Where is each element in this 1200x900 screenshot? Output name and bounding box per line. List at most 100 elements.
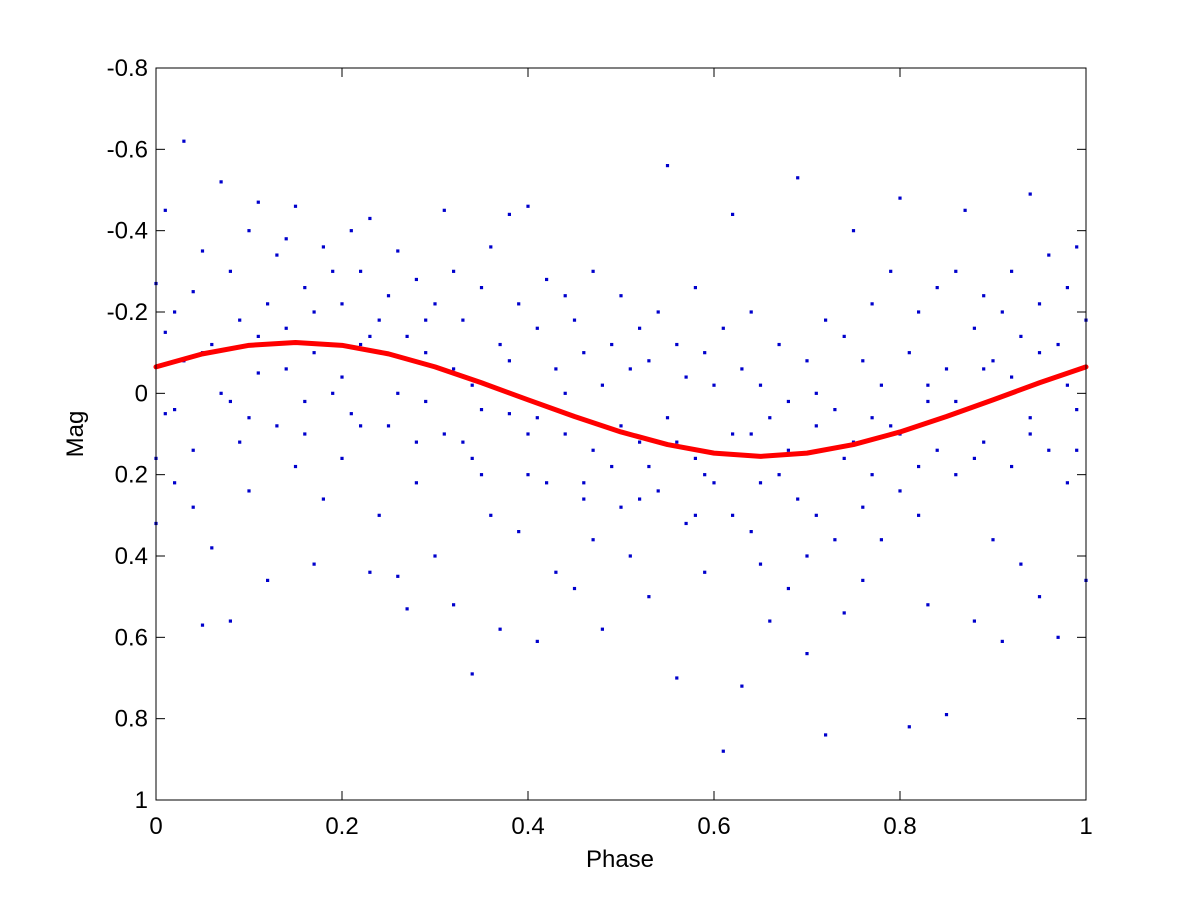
data-point	[842, 611, 846, 615]
data-point	[1019, 562, 1023, 566]
data-point	[200, 249, 205, 253]
data-point	[1037, 302, 1042, 306]
data-point	[1047, 253, 1051, 257]
data-point	[954, 473, 958, 477]
data-point	[954, 399, 958, 404]
data-point	[824, 733, 828, 737]
data-point	[954, 269, 958, 273]
data-point	[1028, 416, 1032, 420]
data-point	[1028, 432, 1032, 436]
data-point	[898, 489, 902, 493]
y-tick-label: 0.8	[115, 706, 148, 733]
data-point	[647, 595, 651, 599]
data-point	[563, 391, 567, 395]
data-point	[731, 432, 735, 436]
data-point	[526, 432, 530, 436]
data-point	[1037, 351, 1042, 355]
x-tick-label: 1	[1079, 813, 1092, 840]
y-tick-label: -0.6	[107, 136, 148, 163]
data-point	[740, 684, 744, 688]
data-point	[917, 513, 921, 517]
data-point	[433, 302, 437, 306]
data-point	[628, 554, 632, 558]
data-point	[917, 310, 921, 314]
data-point	[442, 432, 446, 436]
data-point	[805, 652, 809, 656]
y-tick-label: 0.2	[115, 462, 148, 489]
y-tick-label: 0.6	[115, 624, 148, 651]
data-point	[210, 342, 214, 347]
data-point	[479, 473, 484, 477]
data-point	[777, 473, 781, 477]
y-axis-label: Mag	[62, 411, 89, 458]
data-point	[247, 416, 251, 420]
data-point	[424, 351, 428, 355]
data-point	[266, 578, 270, 582]
data-point	[535, 326, 539, 330]
data-point	[944, 367, 949, 371]
data-point	[814, 513, 818, 517]
data-point	[563, 294, 567, 298]
data-point	[582, 351, 586, 355]
data-point	[907, 725, 911, 729]
data-point	[321, 497, 325, 501]
data-point	[377, 513, 381, 517]
data-point	[414, 481, 418, 485]
data-point	[321, 245, 325, 249]
data-point	[173, 310, 177, 314]
data-point	[703, 570, 707, 574]
data-point	[340, 302, 344, 306]
data-point	[712, 481, 716, 485]
data-point	[219, 180, 223, 184]
data-point	[386, 424, 391, 428]
data-point	[684, 375, 688, 379]
data-point	[805, 359, 809, 363]
data-point	[228, 619, 232, 623]
data-point	[284, 367, 288, 371]
data-point	[889, 269, 893, 273]
data-point	[693, 456, 697, 460]
data-point	[675, 440, 679, 444]
data-point	[163, 208, 167, 212]
data-point	[870, 416, 874, 420]
data-point	[359, 269, 363, 273]
data-point	[479, 408, 484, 412]
data-point	[368, 570, 372, 574]
data-point	[1028, 192, 1032, 196]
data-point	[656, 489, 660, 493]
data-point	[805, 554, 809, 558]
data-point	[768, 619, 772, 623]
data-point	[582, 497, 586, 501]
data-point	[842, 334, 846, 338]
data-point	[610, 342, 614, 347]
data-point	[777, 342, 781, 347]
data-point	[331, 391, 335, 395]
data-point	[749, 530, 753, 534]
y-axis: -0.8 -0.6 -0.4 -0.2 0 0.2 0.4 0.6 0.8 1	[107, 55, 1086, 814]
data-point	[349, 229, 353, 233]
data-point	[303, 286, 307, 290]
data-point	[163, 412, 167, 416]
data-point	[275, 424, 279, 428]
data-point	[424, 318, 428, 322]
data-point	[173, 408, 177, 412]
data-point	[638, 440, 642, 444]
data-point	[191, 505, 195, 509]
data-point	[870, 473, 874, 477]
data-point	[926, 603, 930, 607]
data-point	[665, 416, 670, 420]
data-point	[712, 383, 716, 387]
y-tick-label: 0.4	[115, 543, 148, 570]
x-tick-label: 0	[149, 813, 162, 840]
data-point	[424, 399, 428, 404]
data-point	[1065, 383, 1069, 387]
data-point	[814, 424, 818, 428]
data-point	[591, 269, 595, 273]
data-point	[489, 513, 493, 517]
data-point	[396, 249, 400, 253]
data-point	[861, 505, 865, 509]
data-point	[368, 216, 372, 221]
data-point	[359, 342, 363, 347]
data-point	[433, 554, 437, 558]
data-point	[1010, 375, 1014, 379]
